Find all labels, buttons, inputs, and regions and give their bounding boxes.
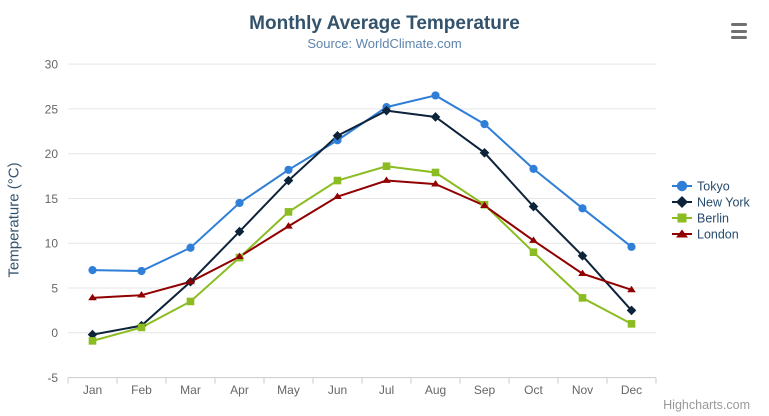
svg-text:Jan: Jan [83, 383, 102, 397]
svg-text:May: May [277, 383, 300, 397]
svg-text:5: 5 [51, 281, 58, 295]
svg-text:Mar: Mar [180, 383, 201, 397]
svg-text:Oct: Oct [524, 383, 543, 397]
svg-text:0: 0 [51, 326, 58, 340]
svg-text:Nov: Nov [572, 383, 593, 397]
svg-text:Aug: Aug [425, 383, 446, 397]
svg-text:-5: -5 [47, 371, 58, 385]
svg-text:30: 30 [45, 58, 59, 72]
svg-text:Apr: Apr [230, 383, 249, 397]
svg-text:15: 15 [45, 192, 59, 206]
svg-text:Jun: Jun [328, 383, 347, 397]
svg-text:20: 20 [45, 147, 59, 161]
svg-text:25: 25 [45, 102, 59, 116]
svg-text:Jul: Jul [379, 383, 394, 397]
svg-text:Sep: Sep [474, 383, 496, 397]
svg-text:Dec: Dec [621, 383, 642, 397]
svg-text:Feb: Feb [131, 383, 152, 397]
svg-text:10: 10 [45, 237, 59, 251]
